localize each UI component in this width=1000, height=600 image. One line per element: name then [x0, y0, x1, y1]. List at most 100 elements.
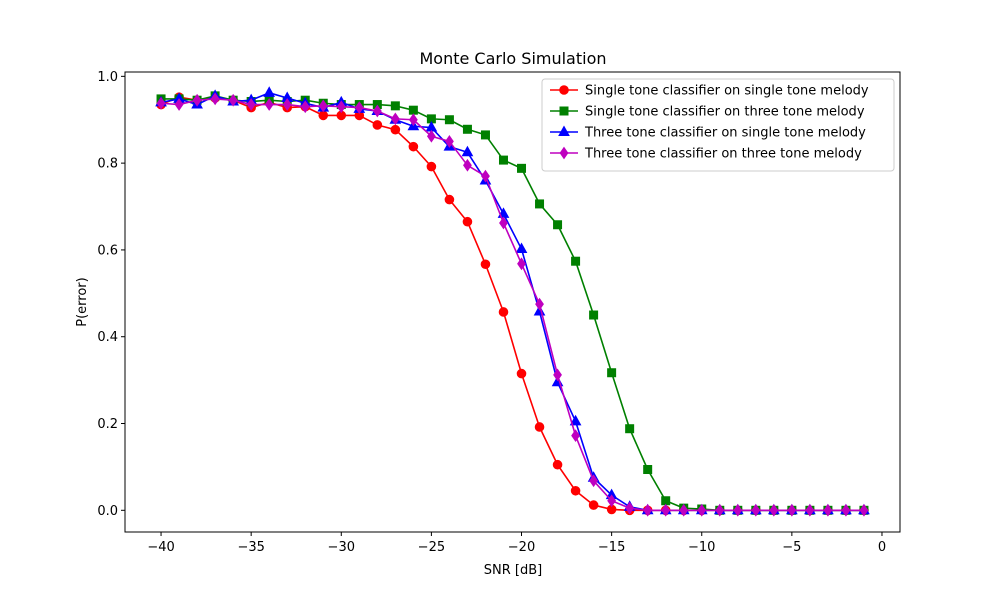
data-point-square	[625, 424, 635, 434]
data-point-diamond	[787, 503, 797, 517]
y-tick-label: 0.6	[97, 243, 118, 258]
data-point-triangle	[461, 145, 474, 157]
data-point-square	[390, 101, 400, 111]
data-point-square	[589, 310, 599, 320]
data-point-circle	[390, 124, 401, 135]
data-point-diamond	[336, 100, 346, 114]
x-tick-label: −35	[237, 540, 264, 555]
x-axis: −40 −35 −30 −25 −20 −15 −10 −5 0	[147, 532, 886, 555]
data-point-diamond	[246, 98, 256, 111]
data-point-diamond	[625, 501, 635, 515]
legend-item: Three tone classifier on single tone mel…	[550, 125, 866, 141]
x-tick-label: −30	[328, 540, 355, 555]
data-point-diamond	[174, 98, 184, 111]
legend-box	[541, 78, 895, 172]
data-point-square	[535, 199, 545, 209]
legend-label: Three tone classifier on three tone melo…	[584, 147, 862, 162]
legend-item: Three tone classifier on three tone melo…	[550, 147, 862, 162]
data-point-diamond	[408, 113, 418, 127]
data-point-diamond	[697, 503, 707, 517]
data-point-circle	[444, 194, 455, 205]
legend: Single tone classifier on single tone me…	[541, 78, 895, 172]
data-point-diamond	[445, 135, 454, 148]
data-point-diamond	[318, 99, 328, 113]
x-tick-label: −20	[508, 540, 535, 555]
data-point-square	[444, 115, 454, 125]
data-point-diamond	[426, 129, 436, 143]
legend-marker	[559, 85, 569, 95]
data-point-square	[571, 256, 581, 266]
legend-label: Three tone classifier on single tone mel…	[584, 126, 866, 141]
x-tick-label: −10	[688, 540, 715, 555]
data-point-diamond	[607, 494, 617, 508]
data-point-square	[643, 465, 653, 475]
data-point-diamond	[823, 503, 833, 517]
y-axis-label: P(error)	[75, 277, 90, 326]
data-point-diamond	[282, 98, 292, 111]
data-point-circle	[480, 259, 491, 270]
x-tick-label: 0	[878, 540, 886, 555]
data-point-diamond	[463, 158, 472, 172]
x-tick-label: −25	[418, 540, 445, 555]
data-point-diamond	[715, 503, 725, 517]
data-point-square	[462, 124, 472, 134]
plot-series	[155, 86, 870, 517]
x-axis-label: SNR [dB]	[484, 563, 542, 578]
y-axis: 0.0 0.2 0.4 0.6 0.8 1.0	[97, 70, 125, 519]
data-point-circle	[372, 120, 383, 130]
data-point-diamond	[589, 474, 599, 488]
data-point-diamond	[679, 503, 689, 517]
data-point-square	[498, 155, 508, 165]
data-point-square	[517, 163, 527, 173]
data-point-diamond	[805, 503, 815, 517]
data-point-triangle	[515, 242, 528, 254]
legend-marker	[558, 125, 570, 136]
legend-marker	[559, 106, 569, 116]
data-point-diamond	[300, 100, 310, 114]
data-point-diamond	[264, 98, 274, 111]
data-point-square	[661, 496, 671, 506]
legend-label: Single tone classifier on three tone mel…	[585, 105, 865, 120]
y-tick-label: 0.0	[97, 504, 118, 519]
legend-marker	[559, 146, 569, 160]
y-tick-label: 0.2	[97, 417, 118, 432]
data-point-square	[480, 130, 490, 140]
legend-item: Single tone classifier on single tone me…	[550, 84, 869, 99]
series-4	[156, 92, 869, 517]
data-point-diamond	[661, 503, 671, 517]
data-point-circle	[552, 459, 563, 470]
data-point-triangle	[569, 414, 582, 426]
data-point-diamond	[733, 503, 743, 517]
data-point-diamond	[643, 503, 653, 517]
y-tick-label: 1.0	[97, 70, 118, 85]
y-tick-label: 0.8	[97, 157, 118, 172]
data-point-circle	[408, 141, 419, 152]
data-point-circle	[462, 216, 473, 227]
data-point-diamond	[354, 101, 364, 114]
data-point-diamond	[210, 92, 220, 106]
x-tick-label: −5	[782, 540, 801, 555]
data-point-diamond	[192, 93, 202, 107]
data-point-diamond	[228, 93, 238, 107]
data-point-circle	[570, 485, 581, 496]
data-point-circle	[588, 500, 599, 510]
data-point-circle	[498, 307, 509, 317]
data-point-diamond	[769, 503, 779, 517]
plot-frame	[124, 71, 901, 533]
legend-item: Single tone classifier on three tone mel…	[550, 105, 865, 120]
data-point-diamond	[499, 216, 508, 230]
series-line	[160, 98, 864, 512]
data-point-diamond	[390, 112, 400, 126]
data-point-diamond	[481, 169, 490, 183]
data-point-diamond	[535, 297, 544, 311]
data-point-diamond	[571, 429, 580, 443]
x-tick-label: −40	[147, 540, 174, 555]
data-point-diamond	[751, 503, 761, 517]
data-point-diamond	[517, 257, 526, 271]
data-point-circle	[426, 161, 437, 172]
chart-title: Monte Carlo Simulation	[419, 49, 606, 68]
data-point-circle	[318, 110, 329, 121]
data-point-square	[553, 220, 563, 230]
data-point-diamond	[859, 503, 869, 517]
